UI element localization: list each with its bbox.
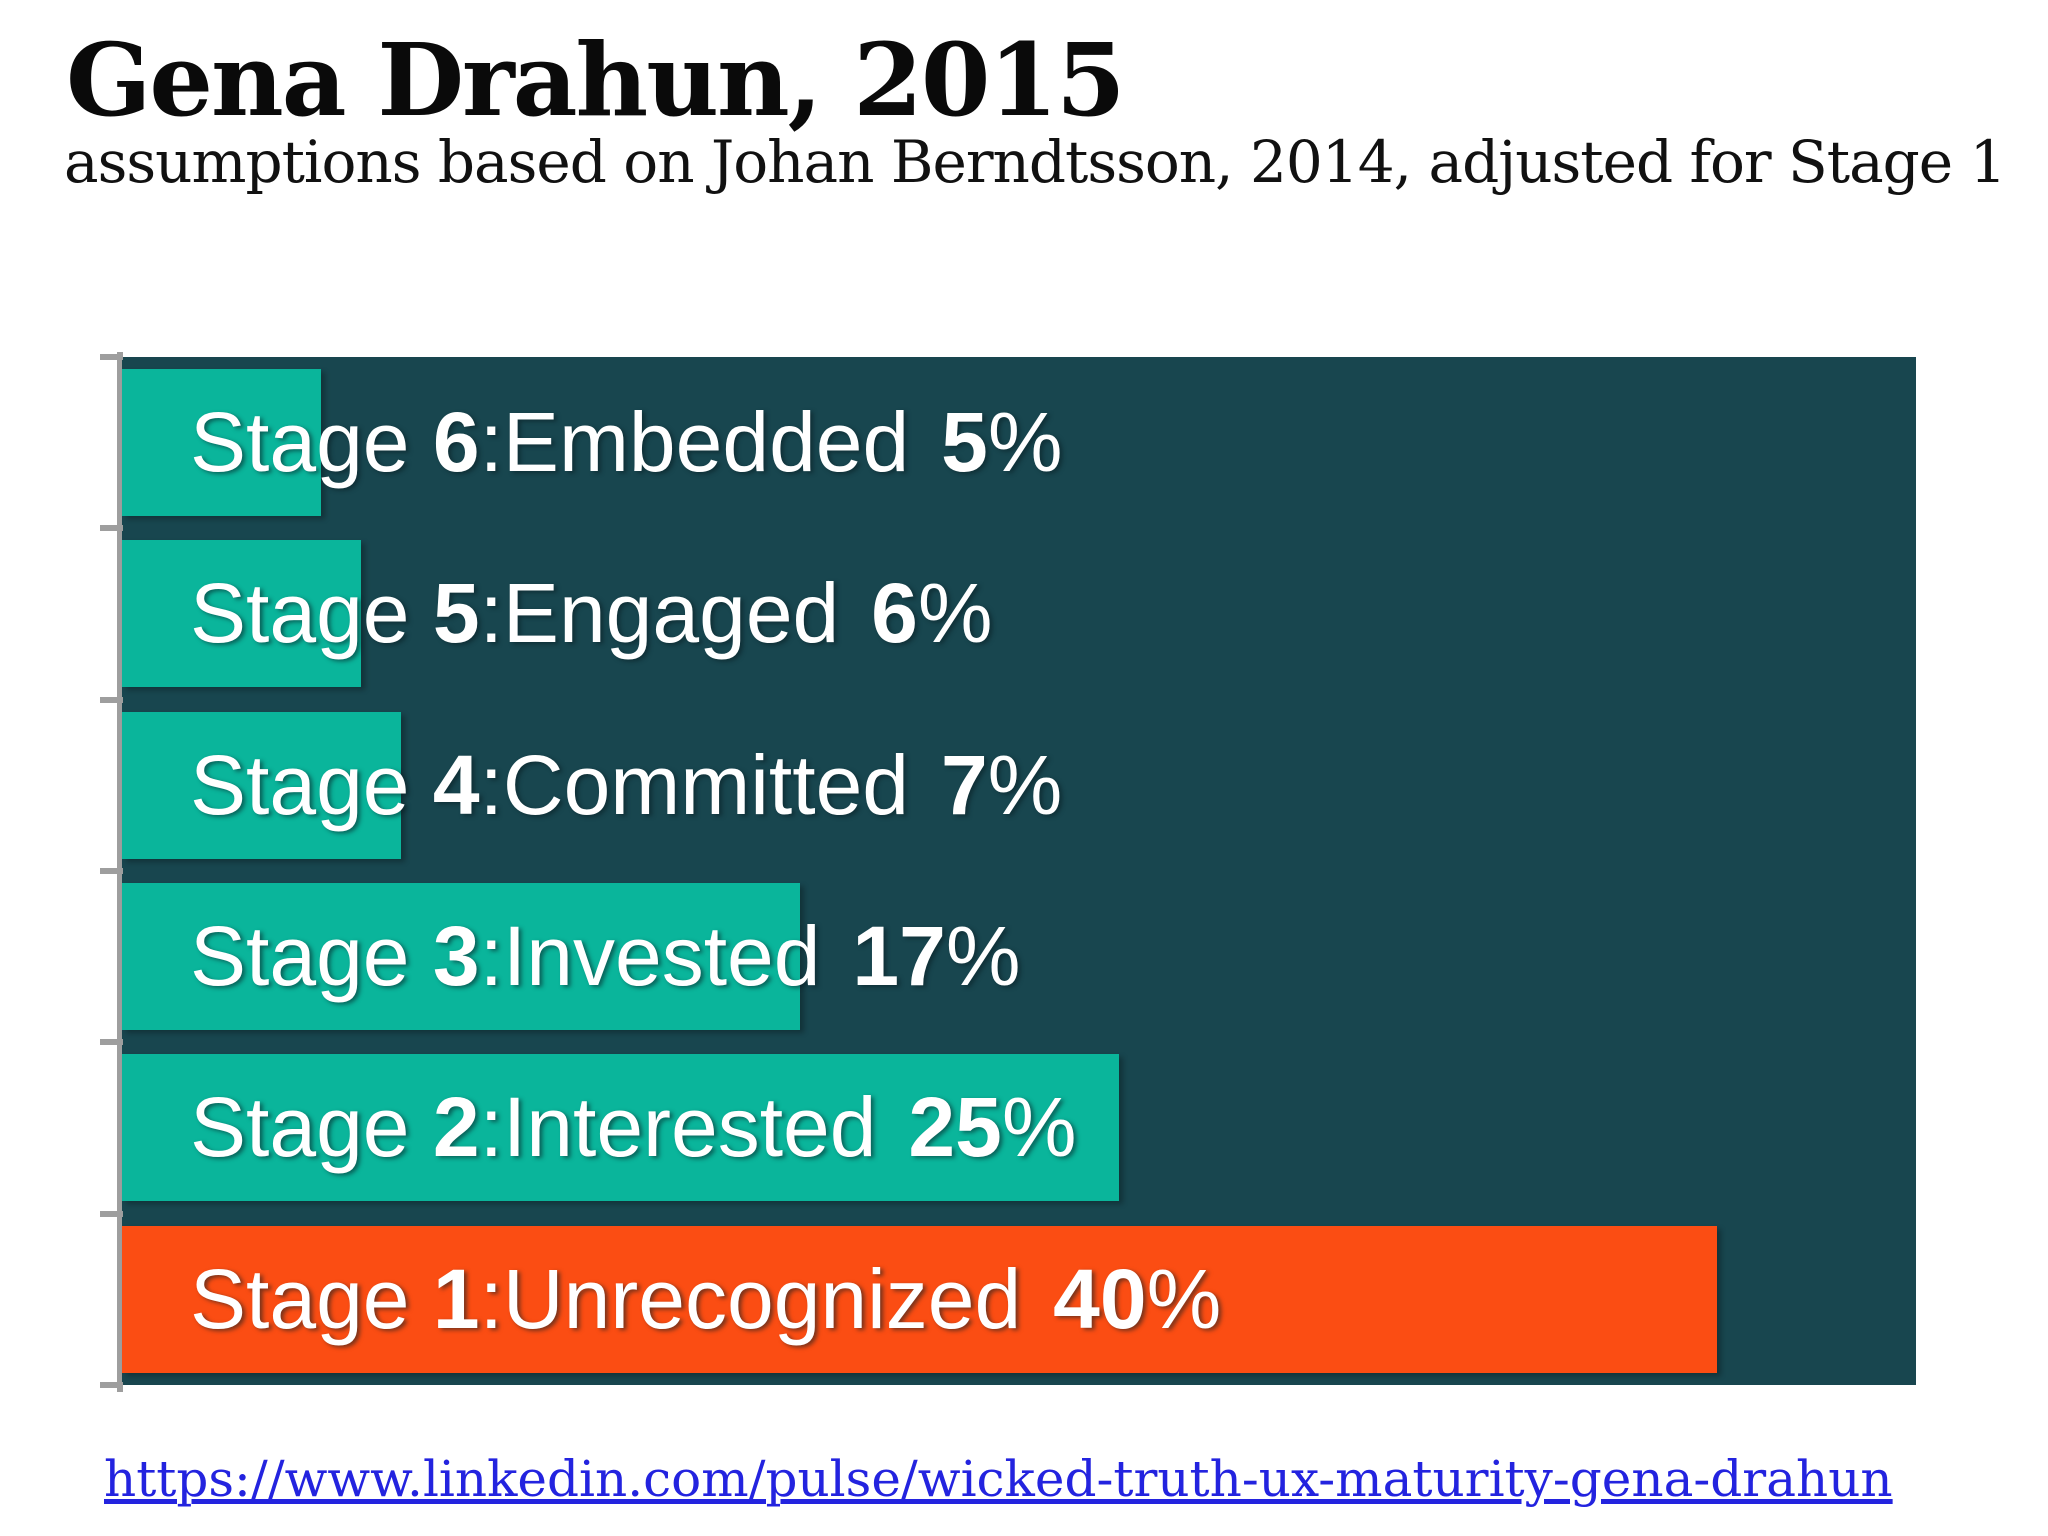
page-title: Gena Drahun, 2015 [66, 21, 1126, 139]
bar-stage-2 [122, 1054, 1119, 1202]
axis-tick [100, 1210, 123, 1217]
bar-label-stage-5: Stage 5: Engaged 6% [190, 566, 993, 661]
bar-label-stage-3: Stage 3: Invested 17% [190, 909, 1021, 1004]
bar-row-stage-3: Stage 3: Invested 17% [122, 871, 1916, 1042]
bar-stage-3 [122, 883, 800, 1030]
bar-label-stage-4: Stage 4: Committed 7% [190, 737, 1063, 832]
axis-tick [100, 354, 123, 360]
bar-label-stage-6: Stage 6: Embedded 5% [190, 395, 1063, 490]
plot-area: Stage 6: Embedded 5% Stage 5: Engaged 6% Sta… [122, 357, 1916, 1385]
bar-label-stage-2: Stage 2: Interested 25% [190, 1080, 1077, 1175]
bar-row-stage-1: Stage 1: Unrecognized 40% [122, 1214, 1916, 1385]
bar-stage-6 [122, 369, 322, 516]
bar-row-stage-6: Stage 6: Embedded 5% [122, 357, 1916, 528]
axis-tick [100, 868, 123, 874]
axis-tick [100, 696, 123, 703]
bar-row-stage-5: Stage 5: Engaged 6% [122, 528, 1916, 699]
bar-row-stage-4: Stage 4: Committed 7% [122, 700, 1916, 871]
axis-tick [100, 525, 123, 532]
axis-tick [100, 1382, 123, 1388]
bar-row-stage-2: Stage 2: Interested 25% [122, 1042, 1916, 1213]
bar-stage-1 [122, 1225, 1717, 1373]
axis-tick [100, 1039, 123, 1046]
bar-stage-5 [122, 540, 362, 688]
source-link[interactable]: https://www.linkedin.com/pulse/wicked-tr… [104, 1450, 1893, 1508]
page-subtitle: assumptions based on Johan Berndtsson, 2… [64, 128, 2006, 196]
bar-stage-4 [122, 711, 402, 859]
bar-label-stage-1: Stage 1: Unrecognized 40% [190, 1251, 1222, 1346]
